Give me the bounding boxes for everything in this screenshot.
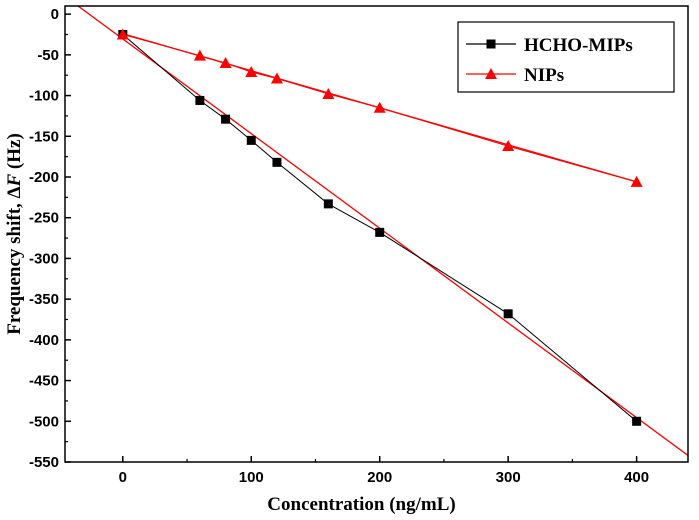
data-point-hcho-mips xyxy=(195,95,205,105)
data-point-hcho-mips xyxy=(632,416,642,426)
legend-label-nips: NIPs xyxy=(524,65,564,86)
plot-area xyxy=(76,6,688,457)
data-point-nips xyxy=(270,72,283,84)
x-tick-label: 100 xyxy=(239,469,264,486)
y-tick-label: -450 xyxy=(29,373,59,390)
data-point-nips xyxy=(373,101,386,113)
y-tick-label: -200 xyxy=(29,169,59,186)
y-axis-title-var: F xyxy=(4,174,25,188)
x-tick-label: 300 xyxy=(496,469,521,486)
data-point-hcho-mips xyxy=(323,199,333,209)
legend-label-hcho-mips: HCHO-MIPs xyxy=(524,35,633,56)
x-tick-label: 400 xyxy=(624,469,649,486)
data-point-nips xyxy=(245,65,258,77)
y-tick-label: -250 xyxy=(29,210,59,227)
legend-marker-nips xyxy=(485,68,497,79)
y-axis-title-suffix: (Hz) xyxy=(4,133,25,174)
data-point-nips xyxy=(502,140,515,152)
x-tick-label: 0 xyxy=(119,469,127,486)
data-point-hcho-mips xyxy=(221,114,231,124)
data-point-hcho-mips xyxy=(503,309,513,319)
y-tick-label: -400 xyxy=(29,332,59,349)
y-tick-label: -300 xyxy=(29,250,59,267)
y-axis-title-prefix: Frequency shift, Δ xyxy=(4,186,25,334)
data-point-hcho-mips xyxy=(272,157,282,167)
legend-box xyxy=(457,21,675,93)
y-tick-label: -350 xyxy=(29,291,59,308)
data-point-hcho-mips xyxy=(246,135,256,145)
y-tick-label: -100 xyxy=(29,88,59,105)
data-point-nips xyxy=(630,175,643,187)
x-tick-label: 200 xyxy=(367,469,392,486)
legend: HCHO-MIPs NIPs xyxy=(457,21,675,93)
y-tick-label: -50 xyxy=(37,47,59,64)
y-tick-label: -550 xyxy=(29,454,59,471)
y-tick-label: -500 xyxy=(29,413,59,430)
data-point-nips xyxy=(219,57,232,68)
y-tick-label: -150 xyxy=(29,128,59,145)
axes: 0 100 200 300 400 0 -50 -100 -150 -200 -250 -300 -35… xyxy=(4,5,689,515)
y-axis-title: Frequency shift, ΔF (Hz) xyxy=(4,133,25,335)
legend-marker-hcho-mips xyxy=(486,39,496,49)
y-tick-label: 0 xyxy=(51,6,59,23)
plot-frame xyxy=(64,5,689,463)
data-point-nips xyxy=(116,28,129,40)
data-point-nips xyxy=(322,87,335,99)
x-axis-title: Concentration (ng/mL) xyxy=(267,494,455,515)
data-point-nips xyxy=(193,49,206,61)
data-point-hcho-mips xyxy=(375,227,385,237)
